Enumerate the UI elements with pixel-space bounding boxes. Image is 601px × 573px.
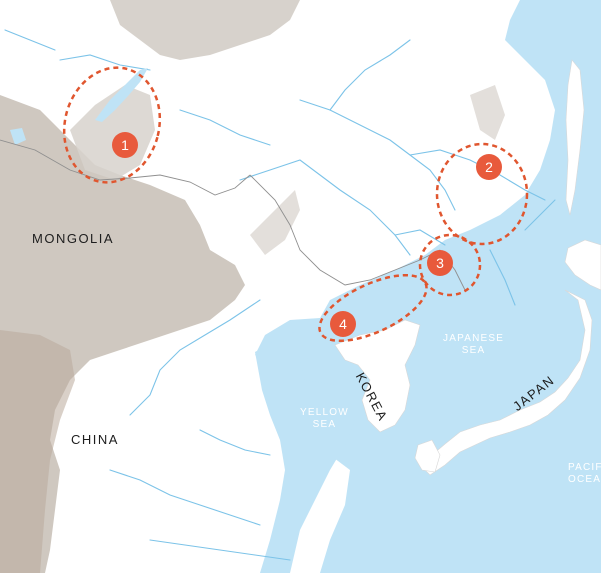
highland-khingan xyxy=(250,190,300,255)
label-pacific-line1: PACIFIC xyxy=(568,462,601,473)
label-china: CHINA xyxy=(71,432,119,447)
highland-lake-region xyxy=(70,85,155,180)
label-japanese-sea: JAPANESE SEA xyxy=(443,333,504,357)
marker-3[interactable]: 3 xyxy=(427,250,453,276)
sakhalin-land xyxy=(565,59,585,216)
rivers xyxy=(4,29,556,561)
japan-land xyxy=(424,289,593,476)
region-circle-4 xyxy=(318,273,428,343)
label-yellow-sea-line2: SEA xyxy=(312,419,337,430)
label-pacific-line2: OCEAN xyxy=(568,474,601,485)
marker-4[interactable]: 4 xyxy=(330,311,356,337)
highland-manchuria xyxy=(470,85,505,140)
yellow-sea xyxy=(255,328,355,573)
label-yellow-sea-line1: YELLOW xyxy=(300,407,349,418)
highland-west xyxy=(0,95,245,573)
marker-2[interactable]: 2 xyxy=(476,154,502,180)
highland-north xyxy=(110,0,300,60)
kyushu-land xyxy=(414,439,441,473)
marker-1[interactable]: 1 xyxy=(112,132,138,158)
highland-plateau xyxy=(0,330,75,573)
label-japanese-sea-line1: JAPANESE xyxy=(443,333,505,344)
label-mongolia: MONGOLIA xyxy=(32,231,115,246)
region-circle-2 xyxy=(435,142,529,246)
label-japanese-sea-line2: SEA xyxy=(461,345,486,356)
label-pacific-ocean: PACIFIC OCEAN xyxy=(568,462,601,486)
lake-baikal xyxy=(95,68,148,122)
region-circle-3 xyxy=(418,233,482,297)
korea-land xyxy=(334,319,421,433)
lake-small xyxy=(10,128,26,145)
hokkaido-land xyxy=(564,239,601,291)
label-yellow-sea: YELLOW SEA xyxy=(300,407,349,431)
